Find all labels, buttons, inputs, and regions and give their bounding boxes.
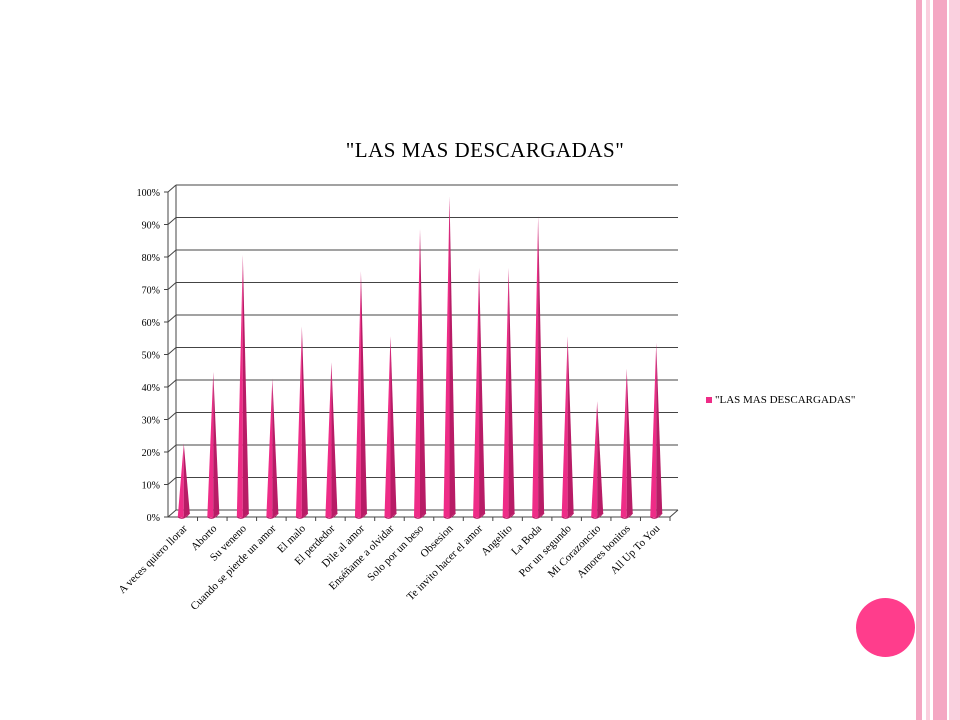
x-tick-label: A veces quiero llorar xyxy=(116,522,190,596)
legend-label: "LAS MAS DESCARGADAS" xyxy=(715,394,856,406)
cone-right xyxy=(597,401,604,518)
y-tick-label: 100% xyxy=(137,188,160,199)
gridline-side xyxy=(167,249,177,258)
y-tick-label: 30% xyxy=(142,416,160,427)
cone-base xyxy=(325,512,338,519)
cone-right xyxy=(626,368,633,518)
y-tick-label: 60% xyxy=(142,318,160,329)
cone-base xyxy=(531,512,545,519)
gridline-side xyxy=(167,509,177,518)
gridline-side xyxy=(167,184,177,193)
cone-base xyxy=(207,512,220,519)
cone-base xyxy=(443,512,456,519)
y-tick-label: 70% xyxy=(142,286,160,297)
gridline-side xyxy=(167,477,177,485)
cone-base xyxy=(384,512,397,519)
cone-left xyxy=(620,368,627,518)
cone-base xyxy=(561,512,575,519)
cone-left xyxy=(325,362,332,518)
cone-base xyxy=(502,512,515,519)
cone-left xyxy=(650,342,657,518)
cone-left xyxy=(295,326,302,518)
gridline-side xyxy=(167,314,177,323)
y-tick-label: 10% xyxy=(142,481,160,492)
cone-left xyxy=(502,268,509,518)
decor-stripe-1 xyxy=(916,0,922,720)
cone-right xyxy=(656,342,663,518)
cone-right xyxy=(449,196,456,518)
y-tick-label: 80% xyxy=(142,253,160,264)
y-tick-label: 0% xyxy=(147,513,160,524)
decorative-circle xyxy=(856,598,915,657)
cone-right xyxy=(360,271,367,518)
gridline-side xyxy=(167,282,177,290)
y-tick-label: 50% xyxy=(142,351,160,362)
cone-right xyxy=(331,362,338,518)
cone-left xyxy=(591,401,598,518)
y-tick-label: 90% xyxy=(142,221,160,232)
cone-right xyxy=(301,326,308,518)
cone-left xyxy=(414,229,420,518)
cone-base xyxy=(620,512,634,519)
cone-left xyxy=(561,336,568,518)
legend: "LAS MAS DESCARGADAS" xyxy=(706,394,855,406)
cone-left xyxy=(207,372,214,518)
decor-stripe-3 xyxy=(933,0,947,720)
cone-right xyxy=(390,336,397,518)
cone-left xyxy=(177,443,184,518)
cone-base xyxy=(236,512,250,519)
y-tick-label: 40% xyxy=(142,383,160,394)
cone-base xyxy=(295,512,309,519)
cone-right xyxy=(567,336,574,518)
cone-left xyxy=(236,255,243,518)
cone-left xyxy=(384,336,391,518)
cone-right xyxy=(420,229,426,518)
cone-right xyxy=(479,268,486,518)
gridline-side xyxy=(167,412,177,420)
cone-right xyxy=(242,255,249,518)
cone-base xyxy=(472,512,486,519)
cone-right xyxy=(213,372,220,518)
cone-base xyxy=(649,512,663,519)
cone-left xyxy=(532,216,539,518)
gridline-side xyxy=(167,379,177,388)
cone-left xyxy=(443,196,450,518)
cone-base xyxy=(413,512,427,519)
x-tick-label: Angelito xyxy=(479,522,515,558)
cone-base xyxy=(590,512,604,519)
chart-title: "LAS MAS DESCARGADAS" xyxy=(345,138,625,162)
cone-right xyxy=(508,268,515,518)
gridline-side xyxy=(167,217,177,225)
cone-right xyxy=(538,216,545,518)
cone-base xyxy=(354,512,368,519)
cone-right xyxy=(183,443,190,518)
cone-base xyxy=(177,512,191,519)
cone-right xyxy=(272,378,279,518)
cone-base xyxy=(266,512,279,519)
cone-left xyxy=(354,271,361,518)
cone-left xyxy=(473,268,480,518)
legend-swatch xyxy=(706,397,712,403)
cone-left xyxy=(266,378,273,518)
gridline-side xyxy=(167,347,177,355)
gridline-side xyxy=(167,444,177,453)
y-tick-label: 20% xyxy=(142,448,160,459)
decor-stripe-2 xyxy=(926,0,930,720)
decor-stripe-4 xyxy=(949,0,960,720)
